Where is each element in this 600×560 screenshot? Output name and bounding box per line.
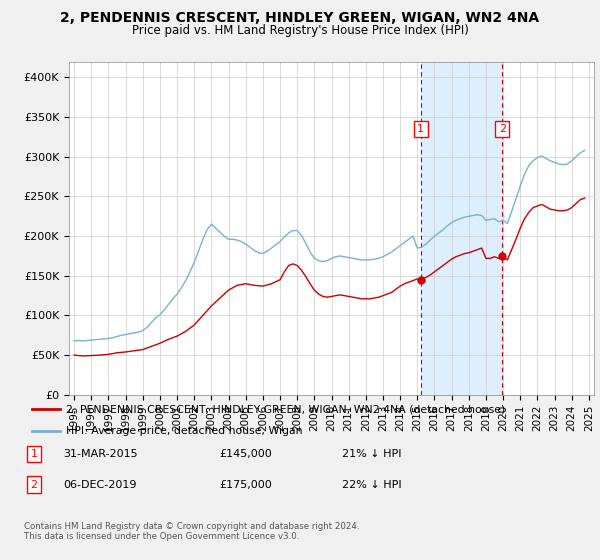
Text: Price paid vs. HM Land Registry's House Price Index (HPI): Price paid vs. HM Land Registry's House … [131,24,469,36]
Text: 1: 1 [31,449,38,459]
Bar [421,62,502,395]
Text: 2: 2 [31,480,38,490]
Text: Contains HM Land Registry data © Crown copyright and database right 2024.
This d: Contains HM Land Registry data © Crown c… [24,522,359,542]
Text: 2, PENDENNIS CRESCENT, HINDLEY GREEN, WIGAN, WN2 4NA: 2, PENDENNIS CRESCENT, HINDLEY GREEN, WI… [61,11,539,25]
Text: HPI: Average price, detached house, Wigan: HPI: Average price, detached house, Wiga… [66,426,302,436]
Text: £175,000: £175,000 [220,480,272,490]
Text: 22% ↓ HPI: 22% ↓ HPI [342,480,401,490]
Text: £145,000: £145,000 [220,449,272,459]
Text: 2: 2 [499,124,506,134]
Text: 31-MAR-2015: 31-MAR-2015 [63,449,137,459]
Text: 21% ↓ HPI: 21% ↓ HPI [342,449,401,459]
Text: 1: 1 [417,124,424,134]
Text: 2, PENDENNIS CRESCENT, HINDLEY GREEN, WIGAN, WN2 4NA (detached house): 2, PENDENNIS CRESCENT, HINDLEY GREEN, WI… [66,404,505,414]
Text: 06-DEC-2019: 06-DEC-2019 [63,480,137,490]
